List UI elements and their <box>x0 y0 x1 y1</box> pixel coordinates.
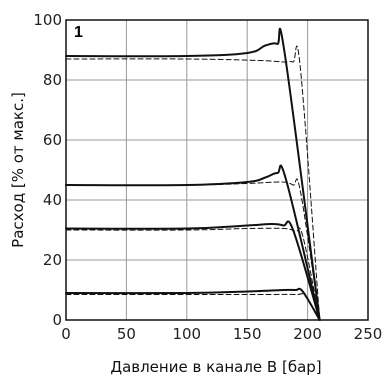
y-tick-labels: 0 20 40 60 80 100 <box>33 11 62 329</box>
series-5-solid-line <box>65 220 321 321</box>
y-tick-label: 80 <box>43 71 62 89</box>
y-tick-label: 100 <box>33 11 62 29</box>
x-tick-label: 100 <box>172 325 201 343</box>
panel-label: 1 <box>74 24 83 41</box>
series-group <box>65 27 321 321</box>
series-7-solid-line <box>65 287 321 321</box>
x-tick-label: 50 <box>117 325 136 343</box>
series-2-dashed-line <box>65 45 321 321</box>
x-axis-label: Давление в канале B [бар] <box>110 358 321 376</box>
y-tick-label: 40 <box>43 191 62 209</box>
series-8-dashed-line <box>65 293 321 321</box>
x-tick-label: 150 <box>233 325 262 343</box>
y-axis-label: Расход [% от макс.] <box>9 92 27 248</box>
plot-frame <box>65 19 369 321</box>
series-6-dashed-line <box>65 227 321 321</box>
series-3-solid-line <box>65 164 321 321</box>
y-tick-label: 20 <box>43 251 62 269</box>
x-tick-label: 0 <box>61 325 71 343</box>
x-tick-label: 200 <box>293 325 322 343</box>
grid <box>66 20 368 320</box>
series-1-solid-line <box>65 27 321 321</box>
series-4-dashed-line <box>65 178 321 321</box>
y-tick-label: 0 <box>52 311 62 329</box>
x-tick-label: 250 <box>354 325 383 343</box>
x-tick-labels: 0 50 100 150 200 250 <box>61 325 382 343</box>
y-tick-label: 60 <box>43 131 62 149</box>
